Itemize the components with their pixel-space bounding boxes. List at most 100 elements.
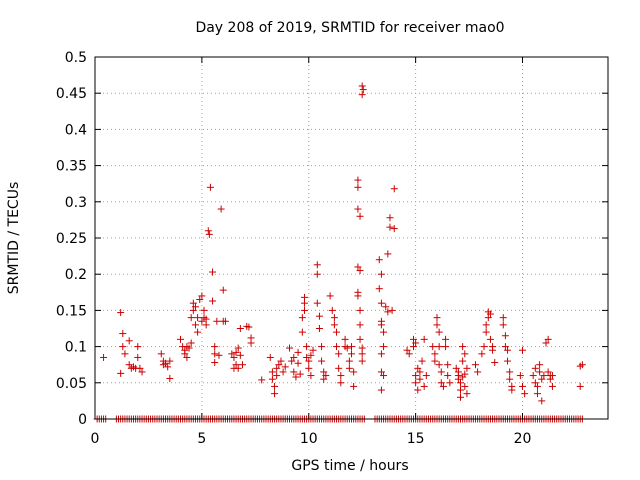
- data-point: [521, 390, 529, 398]
- data-point: [504, 357, 512, 365]
- data-point: [300, 306, 308, 314]
- data-point: [292, 373, 300, 381]
- data-point: [313, 270, 321, 278]
- data-point: [232, 348, 240, 356]
- data-point: [279, 368, 287, 376]
- x-tick-label: 5: [197, 431, 206, 447]
- data-point: [390, 185, 398, 193]
- data-point: [330, 321, 338, 329]
- data-point: [416, 375, 424, 383]
- data-point: [166, 374, 174, 382]
- data-point: [576, 382, 584, 390]
- data-point: [117, 369, 125, 377]
- data-point: [200, 306, 208, 314]
- data-point: [309, 346, 317, 354]
- data-point: [463, 390, 471, 398]
- data-point: [162, 359, 170, 367]
- data-point: [533, 390, 541, 398]
- data-point: [209, 268, 217, 276]
- data-point: [377, 368, 385, 376]
- data-point: [281, 363, 289, 371]
- data-point: [294, 348, 302, 356]
- data-point: [358, 357, 366, 365]
- data-point: [307, 351, 315, 359]
- data-point: [266, 353, 274, 361]
- y-tick-label: 0.1: [65, 340, 87, 356]
- data-point: [536, 368, 544, 376]
- data-point: [444, 372, 452, 380]
- data-point: [187, 314, 195, 322]
- data-point: [121, 350, 129, 358]
- data-point: [313, 299, 321, 307]
- data-point: [354, 292, 362, 300]
- data-point: [198, 292, 206, 300]
- data-point: [501, 332, 509, 340]
- data-point: [230, 353, 238, 361]
- data-point: [457, 386, 465, 394]
- data-point: [247, 339, 255, 347]
- data-point: [403, 346, 411, 354]
- data-point: [429, 343, 437, 351]
- data-point: [290, 368, 298, 376]
- data-point: [228, 350, 236, 358]
- data-point: [286, 344, 294, 352]
- data-point: [501, 343, 509, 351]
- data-point: [384, 250, 392, 258]
- data-point: [328, 306, 336, 314]
- data-point: [298, 314, 306, 322]
- data-point: [238, 361, 246, 369]
- data-point: [380, 372, 388, 380]
- data-point: [213, 317, 221, 325]
- data-point: [416, 368, 424, 376]
- grid-lines: [95, 57, 608, 419]
- data-point: [337, 372, 345, 380]
- data-point: [343, 344, 351, 352]
- data-point: [294, 359, 302, 367]
- y-axis: 0 0.05 0.1 0.15 0.2 0.25 0.3 0.35 0.4 0.45 0.5: [56, 50, 608, 428]
- y-tick-label: 0: [78, 412, 87, 428]
- data-point: [315, 312, 323, 320]
- data-point: [471, 361, 479, 369]
- data-point: [298, 328, 306, 336]
- data-point: [177, 335, 184, 343]
- x-tick-label: 15: [407, 431, 425, 447]
- data-point: [181, 346, 189, 354]
- data-point: [354, 205, 362, 213]
- chart-title: Day 208 of 2019, SRMTID for receiver mao…: [195, 20, 504, 36]
- data-point: [533, 382, 541, 390]
- data-point: [345, 364, 353, 372]
- data-point: [531, 379, 539, 387]
- data-point: [486, 335, 494, 343]
- data-point: [499, 321, 507, 329]
- data-point: [350, 382, 358, 390]
- data-point: [354, 183, 362, 191]
- data-point: [119, 330, 127, 338]
- data-point: [529, 372, 537, 380]
- data-point: [134, 353, 142, 361]
- data-point: [482, 328, 490, 336]
- data-point: [134, 343, 142, 351]
- data-point: [491, 359, 499, 367]
- data-point: [409, 343, 417, 351]
- data-point: [138, 368, 146, 376]
- data-point: [386, 223, 394, 231]
- data-point: [439, 382, 447, 390]
- data-point: [433, 321, 441, 329]
- y-axis-label: SRMTID / TECUs: [6, 182, 22, 295]
- data-point: [234, 344, 242, 352]
- data-point: [508, 386, 516, 394]
- data-point: [377, 350, 385, 358]
- data-point: [350, 368, 358, 376]
- x-axis-label: GPS time / hours: [291, 458, 408, 474]
- data-point: [356, 335, 364, 343]
- data-point: [377, 321, 385, 329]
- data-point: [136, 364, 144, 372]
- data-point: [433, 314, 441, 322]
- data-point: [420, 382, 428, 390]
- data-point: [356, 321, 364, 329]
- data-point: [504, 346, 512, 354]
- data-point: [307, 372, 315, 380]
- data-point: [305, 364, 313, 372]
- data-point: [335, 350, 343, 358]
- data-point: [422, 372, 430, 380]
